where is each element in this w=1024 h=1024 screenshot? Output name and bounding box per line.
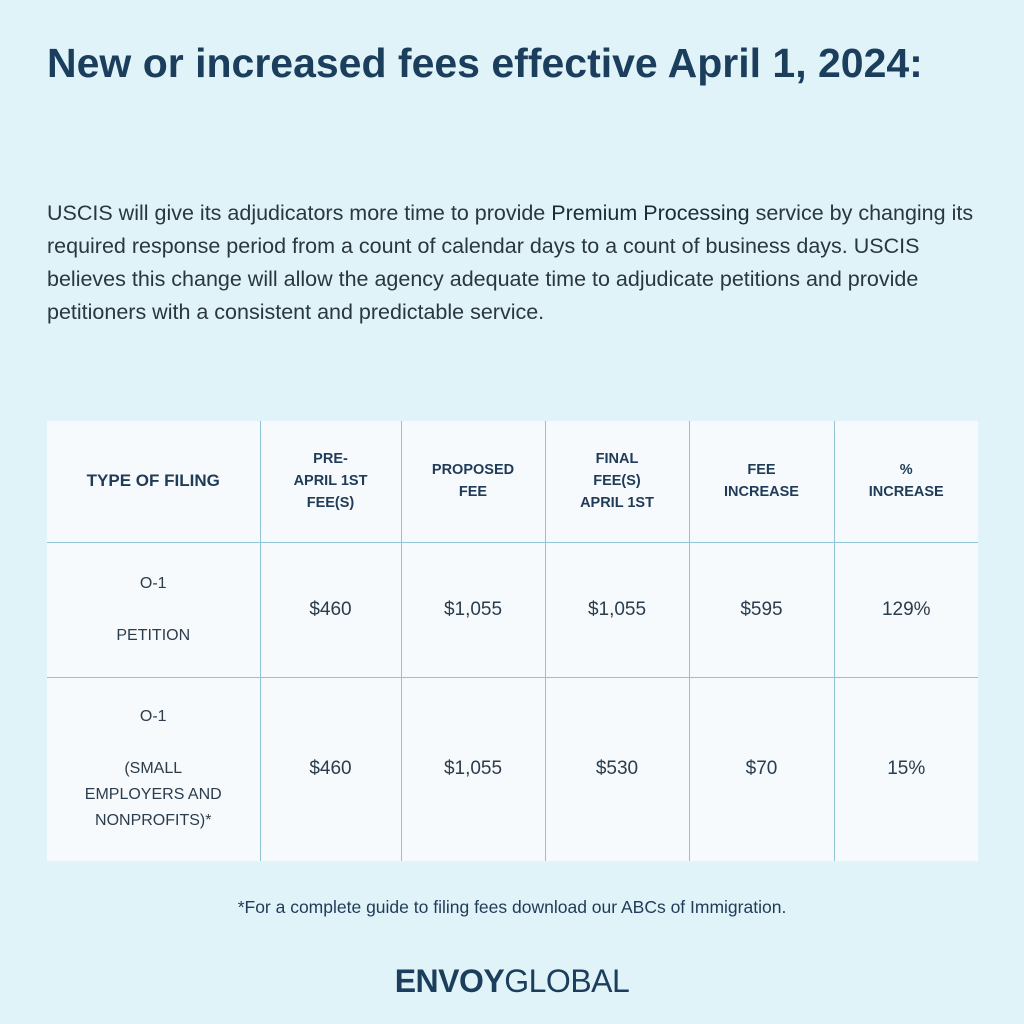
table-row: O-1 (SMALL EMPLOYERS AND NONPROFITS)* $4… [47, 676, 978, 861]
filing-name: O-1 [139, 708, 167, 726]
pre-fee-cell: $460 [259, 676, 402, 861]
header-pre-april-fee: PRE- APRIL 1ST FEE(S) [259, 421, 402, 543]
envoy-global-logo: ENVOYGLOBAL [0, 963, 1024, 1000]
proposed-fee-cell: $1,055 [400, 541, 546, 678]
header-proposed-fee: PROPOSED FEE [400, 421, 546, 543]
footnote: *For a complete guide to filing fees dow… [237, 897, 787, 917]
fee-table: TYPE OF FILING PRE- APRIL 1ST FEE(S) PRO… [47, 421, 978, 861]
logo-part-global: GLOBAL [504, 963, 630, 999]
header-pct-increase: % INCREASE [833, 421, 978, 543]
filing-cell: O-1 PETITION [47, 541, 261, 678]
pct-increase-cell: 129% [833, 541, 978, 678]
intro-paragraph: USCIS will give its adjudicators more ti… [47, 197, 982, 329]
logo-part-envoy: ENVOY [394, 963, 505, 999]
table-row: O-1 PETITION $460 $1,055 $1,055 $595 129… [47, 541, 978, 678]
page-title: New or increased fees effective April 1,… [47, 40, 923, 86]
header-fee-increase: FEE INCREASE [688, 421, 835, 543]
pct-increase-cell: 15% [833, 676, 978, 861]
proposed-fee-cell: $1,055 [400, 676, 546, 861]
premium-processing-text: Premium Processing [551, 201, 750, 225]
final-fee-cell: $1,055 [544, 541, 690, 678]
pre-fee-cell: $460 [259, 541, 402, 678]
fee-increase-cell: $595 [688, 541, 835, 678]
header-final-fee: FINAL FEE(S) APRIL 1ST [544, 421, 690, 543]
table-header-row: TYPE OF FILING PRE- APRIL 1ST FEE(S) PRO… [47, 421, 978, 543]
intro-text-before: USCIS will give its adjudicators more ti… [47, 201, 552, 225]
filing-name: O-1 [139, 574, 167, 592]
intro-text-after: service by changing its required respons… [47, 201, 974, 324]
filing-desc: PETITION [116, 626, 191, 644]
header-type-of-filing: TYPE OF FILING [47, 421, 261, 543]
final-fee-cell: $530 [544, 676, 690, 861]
fee-increase-cell: $70 [688, 676, 835, 861]
filing-desc: (SMALL EMPLOYERS AND NONPROFITS)* [84, 760, 222, 830]
filing-cell: O-1 (SMALL EMPLOYERS AND NONPROFITS)* [47, 676, 261, 861]
